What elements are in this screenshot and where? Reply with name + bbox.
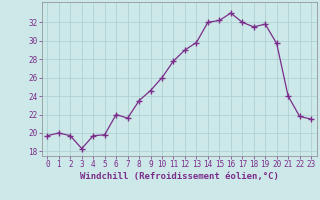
X-axis label: Windchill (Refroidissement éolien,°C): Windchill (Refroidissement éolien,°C) <box>80 172 279 181</box>
